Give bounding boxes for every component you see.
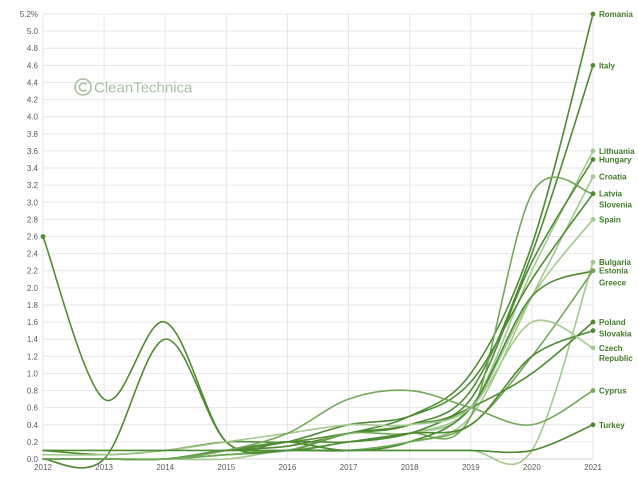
y-tick-label: 3.4: [27, 164, 39, 173]
x-tick-label: 2018: [401, 463, 419, 472]
y-axis-ticks: 0.0 0.2 0.4 0.6 0.8 1.0 1.2 1.4 1.6 1.8 2.0 2.2 2.4 2…: [20, 10, 39, 464]
y-tick-label: 4.8: [27, 44, 39, 53]
x-tick-label: 2016: [279, 463, 297, 472]
y-tick-label: 2.6: [27, 233, 39, 242]
series-label-czech-republic: Czech Republic: [599, 344, 633, 363]
series-end-point-romania: [590, 11, 596, 17]
series-end-point-slovakia: [590, 328, 596, 334]
series-end-point-lithuania: [590, 148, 596, 154]
series-end-point-spain: [590, 216, 596, 222]
series-line-cyprus: [42, 389, 594, 461]
y-tick-label: 1.2: [27, 352, 39, 361]
series-label-lithuania: Lithuania: [599, 147, 635, 156]
series-end-point-bulgaria: [590, 259, 596, 265]
series-label-latvia: Latvia: [599, 190, 623, 199]
x-tick-label: 2020: [523, 463, 541, 472]
y-tick-label: 0.2: [27, 438, 39, 447]
series-label-turkey: Turkey: [599, 421, 625, 430]
y-tick-label: 0.4: [27, 421, 39, 430]
y-tick-label: 3.2: [27, 181, 39, 190]
x-tick-label: 2015: [217, 463, 235, 472]
y-tick-label: 2.0: [27, 284, 39, 293]
y-tick-label: 0.0: [27, 455, 39, 464]
series-end-point-cyprus: [590, 388, 596, 393]
series-end-point-croatia: [590, 174, 596, 179]
series-line-turkey: [42, 423, 594, 454]
x-tick-label: 2019: [462, 463, 480, 472]
y-tick-label: 4.4: [27, 78, 39, 87]
series-end-point-slovenia: [590, 191, 596, 197]
watermark-text: CleanTechnica: [94, 80, 193, 97]
series-lines: [42, 13, 594, 469]
series-label-romania: Romania: [599, 10, 633, 19]
series-points: [40, 11, 596, 428]
series-label-cyprus: Cyprus: [599, 387, 627, 396]
series-label-greece: Greece: [599, 279, 627, 288]
series-end-point-greece: [590, 268, 596, 274]
y-tick-label: 5.0: [27, 27, 39, 36]
y-tick-label: 2.4: [27, 250, 39, 259]
series-end-point-poland: [590, 319, 596, 325]
y-tick-label: 1.0: [27, 369, 39, 378]
series-label-slovenia: Slovenia: [599, 201, 632, 210]
y-tick-label: 1.4: [27, 335, 39, 344]
y-tick-label: 4.2: [27, 96, 39, 105]
y-tick-label: 4.0: [27, 113, 39, 122]
y-tick-label: 2.8: [27, 215, 39, 224]
x-tick-label: 2017: [340, 463, 358, 472]
series-end-point-czech-republic: [590, 345, 596, 351]
x-tick-label: 2021: [584, 463, 602, 472]
series-end-point-turkey: [590, 422, 596, 428]
cleantechnica-logo-icon: [74, 78, 92, 96]
y-tick-label: 4.6: [27, 61, 39, 70]
series-label-hungary: Hungary: [599, 155, 632, 164]
series-label-slovakia: Slovakia: [599, 330, 632, 339]
series-label-line: Czech: [599, 344, 623, 353]
series-line-czech-republic: [42, 319, 594, 456]
series-start-point-estonia: [40, 234, 46, 239]
y-tick-label: 3.0: [27, 198, 39, 207]
x-tick-label: 2013: [95, 463, 113, 472]
y-tick-label: 3.8: [27, 130, 39, 139]
chart-grid: [42, 13, 594, 460]
series-end-point-hungary: [590, 157, 596, 162]
y-tick-label: 1.6: [27, 318, 39, 327]
series-label-poland: Poland: [599, 318, 626, 327]
series-line-slovakia: [42, 329, 594, 469]
series-label-estonia: Estonia: [599, 267, 628, 276]
x-axis-ticks: 2012 2013 2014 2015 2016 2017 2018 2019 2020 2021: [34, 463, 602, 472]
x-tick-label: 2014: [156, 463, 174, 472]
series-label-spain: Spain: [599, 215, 621, 224]
series-label-line: Republic: [599, 354, 633, 363]
series-label-bulgaria: Bulgaria: [599, 258, 632, 267]
y-tick-label: 1.8: [27, 301, 39, 310]
series-line-slovenia: [42, 192, 594, 461]
y-tick-label: 3.6: [27, 147, 39, 156]
y-tick-label: 0.6: [27, 404, 39, 413]
watermark: CleanTechnica: [74, 78, 193, 97]
series-label-italy: Italy: [599, 61, 616, 70]
series-end-point-italy: [590, 62, 596, 68]
y-tick-label: 5.2%: [20, 10, 38, 19]
series-label-croatia: Croatia: [599, 173, 627, 182]
x-tick-label: 2012: [34, 463, 52, 472]
y-tick-label: 2.2: [27, 267, 39, 276]
y-tick-label: 0.8: [27, 387, 39, 396]
